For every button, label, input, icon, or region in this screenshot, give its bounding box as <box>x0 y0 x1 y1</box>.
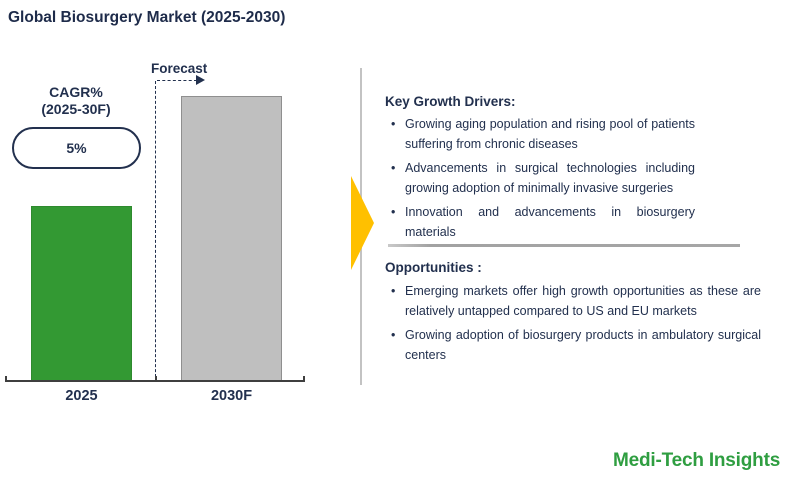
opportunities-list: Emerging markets offer high growth oppor… <box>389 281 761 369</box>
logo-text: Medi-Tech Insights <box>613 450 781 471</box>
axis-label-2025: 2025 <box>65 388 98 404</box>
driver-bullet: Advancements in surgical technologies in… <box>389 158 695 198</box>
drivers-heading: Key Growth Drivers: <box>385 94 516 109</box>
axis-label-2030f: 2030F <box>210 388 253 404</box>
opportunity-bullet: Emerging markets offer high growth oppor… <box>389 281 761 321</box>
bar-2025 <box>31 206 132 382</box>
cagr-value: 5% <box>66 140 87 156</box>
cagr-label-line2: (2025-30F) <box>41 101 111 117</box>
x-axis-middle-tick <box>155 376 157 382</box>
forecast-arrowhead-icon <box>196 75 205 85</box>
cagr-label-line1: CAGR% <box>49 84 103 100</box>
drivers-list: Growing aging population and rising pool… <box>389 114 695 246</box>
driver-bullet: Innovation and advancements in biosurger… <box>389 202 695 242</box>
opportunity-bullet: Growing adoption of biosurgery products … <box>389 325 761 365</box>
cagr-label: CAGR% (2025-30F) <box>6 84 146 118</box>
chart-dashed-separator <box>155 81 156 382</box>
forecast-label: Forecast <box>151 61 208 76</box>
cagr-pill: 5% <box>12 127 141 169</box>
driver-bullet: Growing aging population and rising pool… <box>389 114 695 154</box>
opportunities-heading: Opportunities : <box>385 260 482 275</box>
forecast-arrow-line <box>157 80 197 81</box>
bar-2030f <box>181 96 282 382</box>
section-divider <box>388 244 740 247</box>
bar-chart-plot-area <box>0 96 340 382</box>
page-title: Global Biosurgery Market (2025-2030) <box>8 9 286 26</box>
right-arrow-icon <box>351 176 374 270</box>
